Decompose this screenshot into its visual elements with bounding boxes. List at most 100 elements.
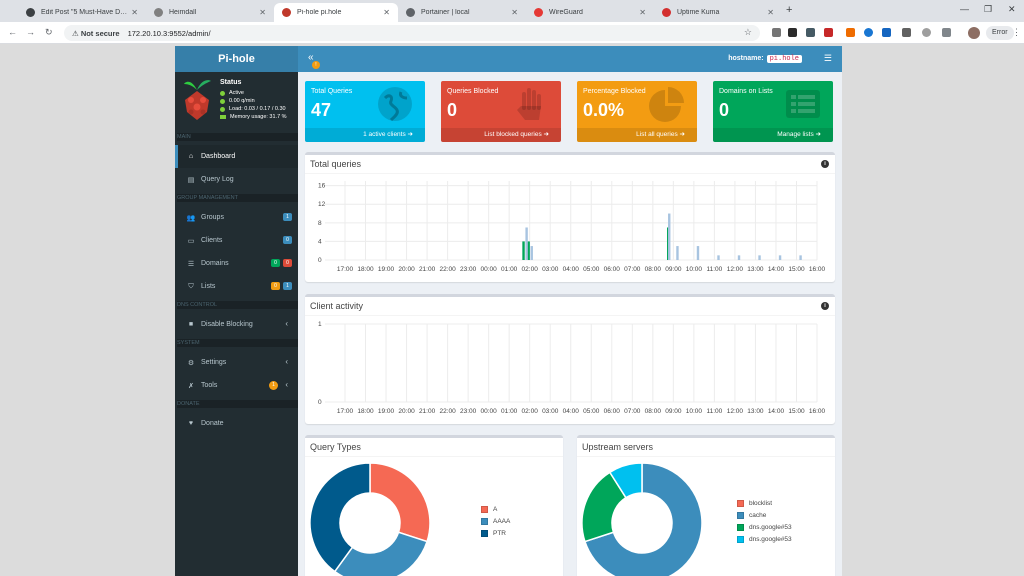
chart-bar[interactable]	[778, 255, 782, 260]
extension-icon[interactable]	[788, 28, 797, 37]
x-tick-label: 18:00	[357, 408, 374, 415]
chart-bar[interactable]	[522, 241, 525, 260]
extension-icon[interactable]	[882, 28, 891, 37]
x-tick-label: 11:00	[706, 408, 722, 415]
nav-clients[interactable]: ▭ Clients 0	[175, 229, 298, 252]
extension-icon[interactable]	[824, 28, 833, 37]
lists-disabled-badge: 0	[271, 282, 280, 290]
stat-label: Domains on Lists	[719, 88, 773, 95]
nav-groups[interactable]: 👥 Groups 1	[175, 206, 298, 229]
extension-icon[interactable]	[806, 28, 815, 37]
chart-bar[interactable]	[676, 246, 679, 260]
nav-dashboard[interactable]: ⌂ Dashboard	[175, 145, 298, 168]
tab-close-icon[interactable]: ✕	[131, 8, 138, 17]
tab-close-icon[interactable]: ✕	[511, 8, 518, 17]
bookmark-star-icon[interactable]: ☆	[743, 27, 752, 37]
chart-bar[interactable]	[696, 246, 700, 260]
sidebar-toggle-icon[interactable]: «	[308, 52, 314, 63]
extensions-puzzle-icon[interactable]	[942, 28, 951, 37]
nav-domains[interactable]: ☰ Domains 0 0	[175, 252, 298, 275]
legend-item[interactable]: cache	[737, 509, 792, 521]
extension-icon[interactable]	[864, 28, 873, 37]
url-input[interactable]: Not secure 172.20.10.3:9552/admin/ ☆	[64, 25, 760, 41]
chart-bar[interactable]	[758, 255, 761, 260]
stat-footer-link[interactable]: List all queries	[577, 128, 697, 142]
forward-icon[interactable]: →	[26, 27, 35, 37]
total-queries-chart[interactable]: 0 4 8 12 16 17:00 18:00 19:00 20:00 21:00 22:00 23:…	[305, 175, 835, 283]
tab-close-icon[interactable]: ✕	[767, 8, 774, 17]
extension-icon[interactable]	[772, 28, 781, 37]
tab-close-icon[interactable]: ✕	[383, 8, 390, 17]
extension-icon[interactable]	[902, 28, 911, 37]
nav-disable-blocking[interactable]: ■ Disable Blocking ‹	[175, 313, 298, 336]
reload-icon[interactable]: ↻	[45, 27, 53, 37]
minimize-icon[interactable]: —	[960, 4, 969, 14]
legend-swatch	[737, 535, 744, 543]
nav-settings[interactable]: ⚙ Settings ‹	[175, 351, 298, 374]
tab-close-icon[interactable]: ✕	[639, 8, 646, 17]
info-icon[interactable]: i	[821, 302, 829, 310]
browser-tab[interactable]: Heimdall ✕	[146, 3, 274, 22]
info-icon[interactable]: i	[821, 160, 829, 168]
profile-error-chip[interactable]: Error	[986, 26, 1014, 40]
client-activity-chart[interactable]: 0 1 17:00 18:00 19:00 20:00 21:00 22:00 23:00 00:…	[305, 317, 835, 425]
legend-item[interactable]: AAAA	[481, 515, 510, 527]
shield-icon: ⛉	[188, 282, 194, 290]
nav-tools[interactable]: ✗ Tools 1 ‹	[175, 374, 298, 397]
menu-icon[interactable]: ☰	[823, 53, 832, 63]
nav-query-log[interactable]: ▤ Query Log	[175, 168, 298, 191]
browser-tab[interactable]: Pi-hole pi.hole ✕	[274, 3, 398, 22]
app-logo[interactable]: Pi-hole	[175, 46, 298, 72]
donut-slice[interactable]	[608, 462, 643, 499]
stat-value: 0	[719, 100, 730, 120]
legend-item[interactable]: blocklist	[737, 497, 792, 509]
x-tick-label: 10:00	[686, 408, 703, 415]
chart-bar[interactable]	[668, 213, 671, 260]
nav-dashboard-label: Dashboard	[201, 153, 236, 160]
chart-bar[interactable]	[527, 241, 530, 260]
stat-footer-link[interactable]: List blocked queries	[441, 128, 561, 142]
donut-slice[interactable]	[369, 462, 431, 543]
chart-bar[interactable]	[717, 255, 720, 260]
close-window-icon[interactable]: ✕	[1008, 4, 1016, 14]
back-icon[interactable]: ←	[8, 27, 17, 37]
chart-bar[interactable]	[530, 246, 533, 260]
legend-item[interactable]: A	[481, 503, 510, 515]
extension-icon[interactable]	[922, 28, 931, 37]
warning-badge[interactable]: !	[312, 61, 320, 69]
status-memory-text: Memory usage: 31.7 %	[230, 114, 287, 120]
upstream-servers-title: Upstream servers	[582, 442, 654, 452]
donut-slice[interactable]	[583, 462, 703, 576]
x-tick-label: 23:00	[460, 408, 477, 415]
stat-footer-link[interactable]: Manage lists	[713, 128, 833, 142]
nav-lists[interactable]: ⛉ Lists 0 1	[175, 275, 298, 298]
nav-donate[interactable]: ♥ Donate	[175, 412, 298, 435]
x-tick-label: 15:00	[788, 266, 805, 273]
nav-query-log-label: Query Log	[201, 176, 234, 183]
not-secure-label[interactable]: Not secure	[72, 29, 120, 38]
browser-tab[interactable]: Uptime Kuma ✕	[654, 3, 782, 22]
new-tab-button[interactable]: +	[786, 4, 793, 16]
extension-icon[interactable]	[846, 28, 855, 37]
chart-bar[interactable]	[799, 255, 802, 260]
maximize-icon[interactable]: ❐	[984, 4, 993, 14]
query-types-donut-chart[interactable]	[305, 458, 445, 576]
status-active-text: Active	[229, 90, 244, 96]
legend-item[interactable]: PTR	[481, 527, 510, 539]
stat-footer-link[interactable]: 1 active clients	[305, 128, 425, 142]
donut-slice[interactable]	[309, 462, 371, 573]
legend-item[interactable]: dns.google#53	[737, 533, 792, 545]
browser-tab[interactable]: WireGuard ✕	[526, 3, 654, 22]
tab-close-icon[interactable]: ✕	[259, 8, 266, 17]
stat-label: Percentage Blocked	[583, 88, 646, 95]
donut-slice[interactable]	[333, 531, 429, 576]
chart-bar[interactable]	[525, 227, 528, 260]
legend-item[interactable]: dns.google#53	[737, 521, 792, 533]
tab-label: Pi-hole pi.hole	[297, 9, 342, 16]
upstream-servers-donut-chart[interactable]	[577, 458, 717, 576]
chart-bar[interactable]	[737, 255, 741, 260]
profile-avatar[interactable]	[968, 27, 980, 39]
browser-tab[interactable]: Edit Post "5 Must-Have Docker✕	[18, 3, 146, 22]
browser-menu-icon[interactable]: ⋮	[1012, 27, 1021, 37]
browser-tab[interactable]: Portainer | local ✕	[398, 3, 526, 22]
